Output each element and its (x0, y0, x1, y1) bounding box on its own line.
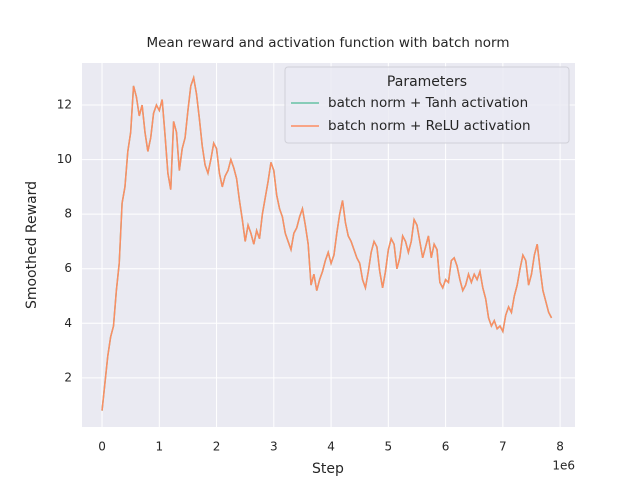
y-tick-label: 4 (64, 316, 72, 330)
legend-label: batch norm + ReLU activation (328, 118, 531, 134)
y-tick-label: 2 (64, 370, 72, 384)
x-axis-label: Step (312, 461, 344, 477)
y-tick-label: 12 (57, 98, 72, 112)
y-tick-label: 10 (57, 152, 72, 166)
x-tick-label: 7 (499, 440, 507, 454)
x-tick-label: 8 (556, 440, 564, 454)
legend-label: batch norm + Tanh activation (328, 95, 528, 111)
x-tick-label: 0 (98, 440, 106, 454)
y-tick-label: 6 (64, 261, 72, 275)
x-tick-label: 3 (270, 440, 278, 454)
legend: Parameters batch norm + Tanh activation ba… (284, 66, 570, 144)
x-tick-label: 1 (155, 440, 163, 454)
x-tick-label: 6 (442, 440, 450, 454)
x-offset-label: 1e6 (552, 459, 575, 473)
x-tick-label: 4 (327, 440, 335, 454)
x-tick-label: 2 (213, 440, 221, 454)
chart-title: Mean reward and activation function with… (146, 35, 509, 51)
series-line (101, 74, 553, 411)
y-tick-label: 8 (64, 207, 72, 221)
y-axis-label: Smoothed Reward (24, 181, 40, 309)
legend-box (284, 66, 570, 144)
lines (101, 74, 553, 411)
x-tick-label: 5 (385, 440, 393, 454)
legend-title: Parameters (387, 74, 467, 90)
